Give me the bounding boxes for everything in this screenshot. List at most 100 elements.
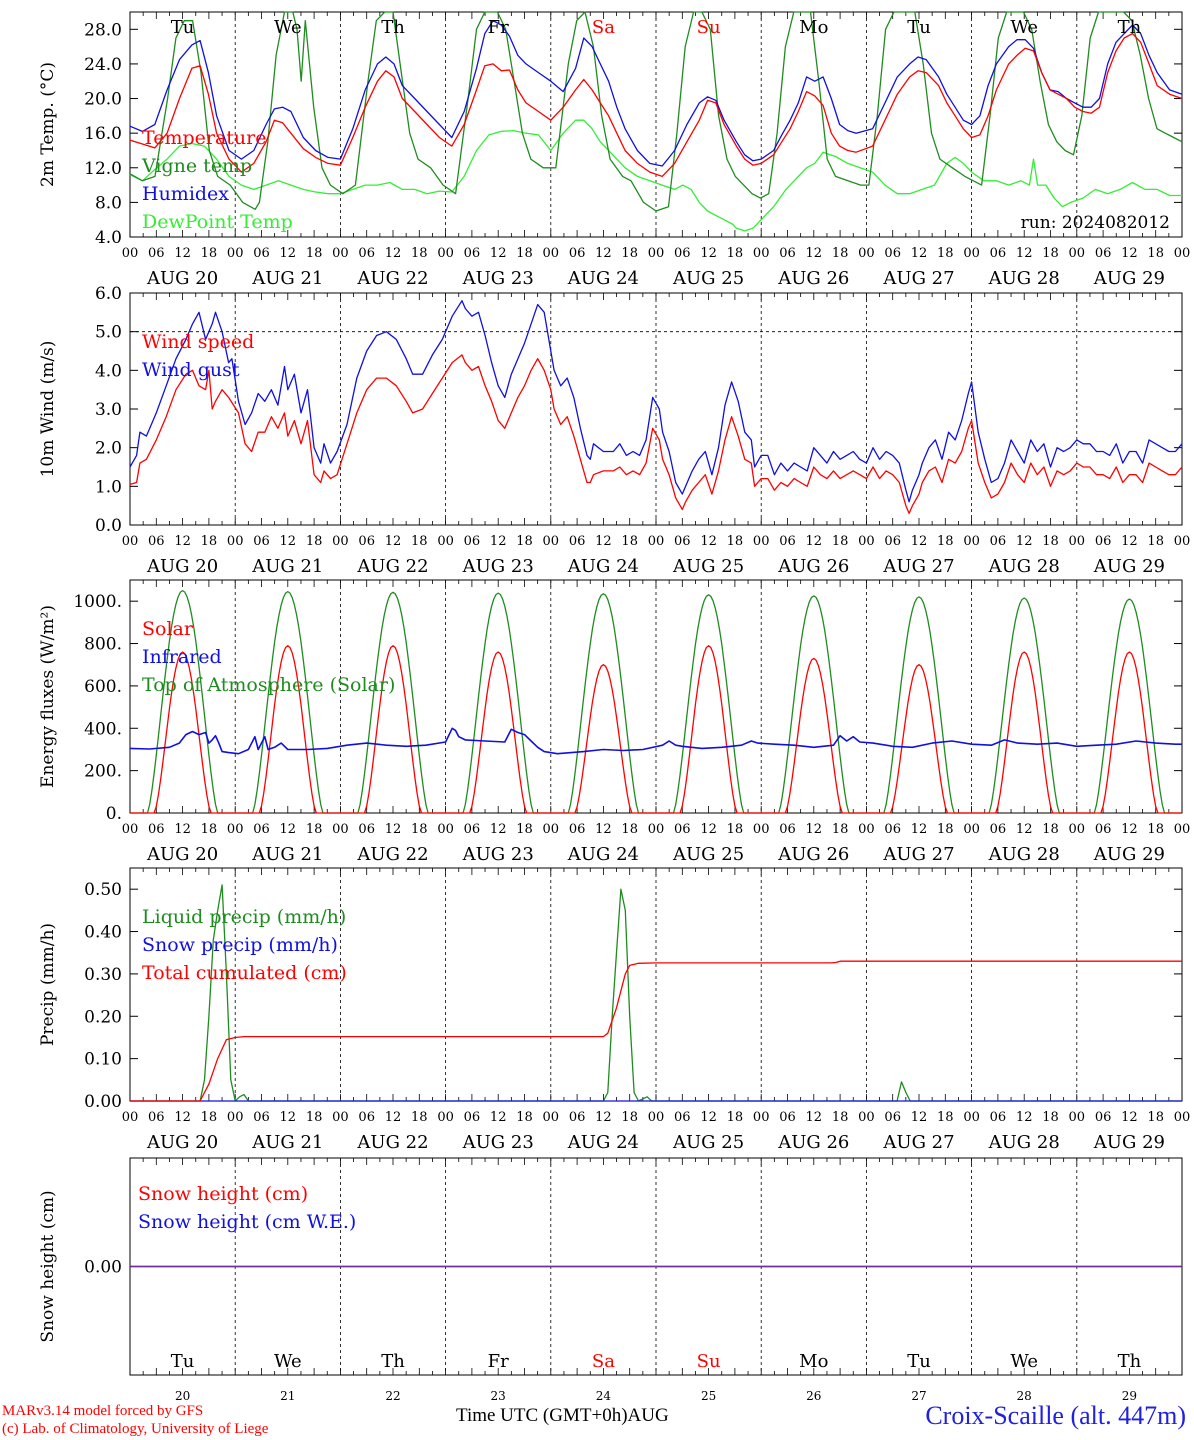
hour-tick-label: 12 [280, 1110, 297, 1125]
hour-tick-label: 06 [1095, 246, 1112, 261]
day-number-label: 27 [911, 1389, 926, 1400]
hour-tick-label: 18 [411, 534, 428, 549]
hour-tick-label: 06 [253, 1110, 270, 1125]
hour-tick-label: 18 [621, 534, 638, 549]
hour-tick-label: 00 [1174, 534, 1191, 549]
hour-tick-label: 18 [1042, 246, 1059, 261]
hour-tick-label: 06 [990, 1110, 1007, 1125]
y-axis-label: Precip (mm/h) [38, 923, 58, 1046]
y-tick-label: 0.00 [84, 1092, 122, 1112]
hour-tick-label: 12 [700, 1110, 717, 1125]
legend-temperature: Temperature [142, 127, 266, 149]
hour-tick-label: 12 [1016, 534, 1033, 549]
y-tick-label: 20.0 [84, 90, 122, 110]
day-number-label: 29 [1122, 1389, 1137, 1400]
date-label: AUG 21 [251, 1132, 323, 1153]
weekday-label: Su [697, 17, 721, 38]
hour-tick-label: 18 [1147, 246, 1164, 261]
hour-tick-label: 12 [490, 1110, 507, 1125]
hour-tick-label: 12 [700, 822, 717, 837]
hour-tick-label: 06 [884, 534, 901, 549]
series-line [130, 960, 1182, 1102]
hour-tick-label: 00 [437, 246, 454, 261]
weekday-label: Sa [592, 17, 615, 38]
y-tick-label: 0.20 [84, 1007, 122, 1027]
legend-snow-height-cm-: Snow height (cm) [138, 1183, 308, 1205]
hour-tick-label: 18 [621, 246, 638, 261]
hour-tick-label: 00 [122, 246, 139, 261]
y-tick-label: 1000. [73, 592, 122, 612]
weekday-label: Fr [488, 1351, 509, 1372]
panel-2: 0.0 1.0 2.0 3.0 4.0 5.0 6.0 10m Wind (m/s) 00 06 1… [38, 284, 1190, 577]
hour-tick-label: 06 [464, 1110, 481, 1125]
hour-tick-label: 18 [937, 246, 954, 261]
hour-tick-label: 06 [148, 822, 165, 837]
hour-tick-label: 18 [411, 1110, 428, 1125]
series-line [129, 300, 1183, 503]
hour-tick-label: 06 [990, 822, 1007, 837]
hour-tick-label: 18 [727, 534, 744, 549]
hour-tick-label: 18 [306, 822, 323, 837]
y-tick-label: 600. [84, 677, 122, 697]
meteogram: 4.0 8.0 12.0 16.0 20.0 24.0 28.0 2m Temp. (°C) 0… [38, 11, 1190, 1400]
hour-tick-label: 18 [937, 534, 954, 549]
legend-wind-gust: Wind gust [142, 359, 240, 381]
station-label: Croix-Scaille (alt. 447m) [925, 1401, 1186, 1430]
hour-tick-label: 18 [516, 1110, 533, 1125]
hour-tick-label: 06 [779, 246, 796, 261]
date-label: AUG 20 [146, 556, 218, 577]
lab-credit: (c) Lab. of Climatology, University of L… [2, 1421, 269, 1437]
date-label: AUG 20 [146, 268, 218, 289]
hour-tick-label: 06 [148, 1110, 165, 1125]
date-label: AUG 23 [462, 1132, 534, 1153]
hour-tick-label: 12 [174, 246, 191, 261]
hour-tick-label: 18 [621, 822, 638, 837]
legend-solar: Solar [142, 618, 194, 640]
hour-tick-label: 12 [911, 246, 928, 261]
hour-tick-label: 18 [516, 822, 533, 837]
hour-tick-label: 00 [227, 1110, 244, 1125]
y-tick-label: 0.30 [84, 965, 122, 985]
y-tick-label: 0.40 [84, 923, 122, 943]
date-label: AUG 22 [356, 844, 428, 865]
panel-4: 0.00 0.10 0.20 0.30 0.40 0.50 Precip (mm/h) 00 0… [38, 867, 1190, 1153]
date-label: AUG 29 [1093, 844, 1165, 865]
hour-tick-label: 18 [201, 534, 218, 549]
date-label: AUG 24 [567, 1132, 639, 1153]
hour-tick-label: 06 [1095, 822, 1112, 837]
series-line [129, 20, 1183, 167]
hour-tick-label: 00 [753, 822, 770, 837]
y-tick-label: 6.0 [95, 284, 122, 304]
hour-tick-label: 12 [911, 1110, 928, 1125]
model-credit: MARv3.14 model forced by GFS [2, 1403, 204, 1419]
hour-tick-label: 12 [700, 246, 717, 261]
series-line-solar [130, 645, 1182, 814]
y-tick-label: 0. [106, 804, 122, 824]
date-label: AUG 23 [462, 268, 534, 289]
hour-tick-label: 00 [332, 534, 349, 549]
hour-tick-label: 00 [437, 1110, 454, 1125]
hour-tick-label: 18 [832, 822, 849, 837]
y-tick-label: 200. [84, 762, 122, 782]
series-line [129, 119, 1182, 232]
hour-tick-label: 12 [1121, 246, 1138, 261]
hour-tick-label: 12 [911, 822, 928, 837]
hour-tick-label: 12 [806, 534, 823, 549]
hour-tick-label: 06 [779, 822, 796, 837]
hour-tick-label: 12 [385, 246, 402, 261]
hour-tick-label: 18 [1042, 822, 1059, 837]
date-label: AUG 20 [146, 1132, 218, 1153]
y-tick-label: 28.0 [84, 20, 122, 40]
hour-tick-label: 18 [727, 1110, 744, 1125]
series-line [129, 11, 1183, 212]
y-tick-label: 800. [84, 635, 122, 655]
weekday-label: We [1010, 17, 1038, 38]
date-label: AUG 28 [988, 1132, 1060, 1153]
day-number-label: 25 [701, 1389, 716, 1400]
hour-tick-label: 12 [595, 534, 612, 549]
hour-tick-label: 06 [148, 534, 165, 549]
hour-tick-label: 18 [306, 1110, 323, 1125]
hour-tick-label: 12 [1121, 822, 1138, 837]
weekday-label: Mo [799, 17, 828, 38]
day-number-label: 21 [280, 1389, 295, 1400]
